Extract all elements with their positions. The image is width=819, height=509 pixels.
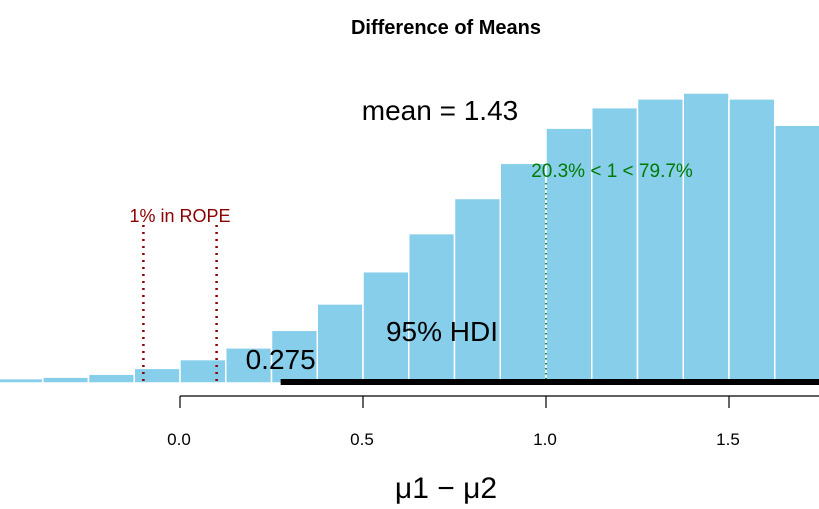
histogram-bar [408,232,456,384]
mean-label: mean = 1.43 [362,95,518,126]
histogram-bar [133,367,181,384]
histogram-bar [0,377,44,384]
histogram-bar [42,376,90,384]
histogram-bar [270,329,318,384]
x-tick-label: 1.5 [716,430,740,449]
histogram-bar [682,92,730,384]
chart-title: Difference of Means [351,17,541,39]
histogram-bar [453,197,501,384]
histogram-bar [316,303,364,384]
x-axis-label: μ1 − μ2 [395,472,497,505]
annotations: 1% in ROPE 20.3% < 1 < 79.7% mean = 1.43 95… [129,95,819,385]
histogram-bar [225,347,273,384]
histogram-bar [728,98,776,384]
comparison-label: 20.3% < 1 < 79.7% [531,161,693,182]
histogram-bar [87,373,135,384]
histogram-bar [774,124,819,384]
histogram-bar [362,270,410,384]
histogram-bar [179,358,227,384]
hdi-low-label: 0.275 [246,344,316,375]
histogram-bar [499,162,547,384]
x-tick-label: 0.0 [167,430,191,449]
rope-label: 1% in ROPE [129,206,230,226]
x-tick-label: 1.0 [533,430,557,449]
x-tick-label: 0.5 [350,430,374,449]
histogram-bars [0,92,819,384]
histogram-bar [591,106,639,384]
histogram-bar [636,98,684,384]
hdi-label: 95% HDI [386,316,498,347]
x-axis: 0.00.51.01.52.02.53.0 [167,395,819,449]
